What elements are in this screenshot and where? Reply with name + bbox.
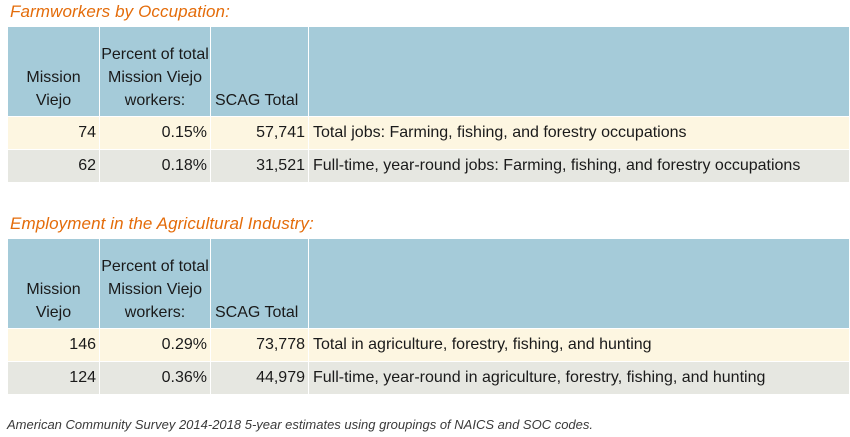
cell-mission-viejo: 62 — [7, 149, 100, 183]
cell-percent: 0.29% — [99, 328, 211, 362]
column-header-scag-total: SCAG Total — [210, 26, 309, 117]
column-header-percent: Percent of total Mission Viejo workers: — [99, 26, 211, 117]
cell-description: Total in agriculture, forestry, fishing,… — [308, 328, 850, 362]
agricultural-industry-table: Mission Viejo Percent of total Mission V… — [7, 238, 850, 395]
section-title-agricultural-industry: Employment in the Agricultural Industry: — [10, 214, 314, 233]
table-row: 74 0.15% 57,741 Total jobs: Farming, fis… — [7, 116, 850, 150]
cell-scag-total: 44,979 — [210, 361, 309, 395]
cell-mission-viejo: 124 — [7, 361, 100, 395]
cell-percent: 0.36% — [99, 361, 211, 395]
cell-description: Full-time, year-round in agriculture, fo… — [308, 361, 850, 395]
column-header-description — [308, 26, 850, 117]
section-title-farmworkers: Farmworkers by Occupation: — [10, 2, 230, 21]
column-header-percent: Percent of total Mission Viejo workers: — [99, 238, 211, 329]
column-header-description — [308, 238, 850, 329]
table-header-row: Mission Viejo Percent of total Mission V… — [7, 26, 850, 117]
cell-mission-viejo: 74 — [7, 116, 100, 150]
column-header-scag-total: SCAG Total — [210, 238, 309, 329]
table-row: 146 0.29% 73,778 Total in agriculture, f… — [7, 328, 850, 362]
cell-mission-viejo: 146 — [7, 328, 100, 362]
cell-percent: 0.15% — [99, 116, 211, 150]
column-header-mission-viejo: Mission Viejo — [7, 238, 100, 329]
cell-scag-total: 31,521 — [210, 149, 309, 183]
cell-description: Total jobs: Farming, fishing, and forest… — [308, 116, 850, 150]
cell-percent: 0.18% — [99, 149, 211, 183]
column-header-mission-viejo: Mission Viejo — [7, 26, 100, 117]
table-header-row: Mission Viejo Percent of total Mission V… — [7, 238, 850, 329]
table-row: 62 0.18% 31,521 Full-time, year-round jo… — [7, 149, 850, 183]
cell-description: Full-time, year-round jobs: Farming, fis… — [308, 149, 850, 183]
cell-scag-total: 57,741 — [210, 116, 309, 150]
table-row: 124 0.36% 44,979 Full-time, year-round i… — [7, 361, 850, 395]
cell-scag-total: 73,778 — [210, 328, 309, 362]
source-note: American Community Survey 2014-2018 5-ye… — [7, 417, 594, 432]
farmworkers-table: Mission Viejo Percent of total Mission V… — [7, 26, 850, 183]
